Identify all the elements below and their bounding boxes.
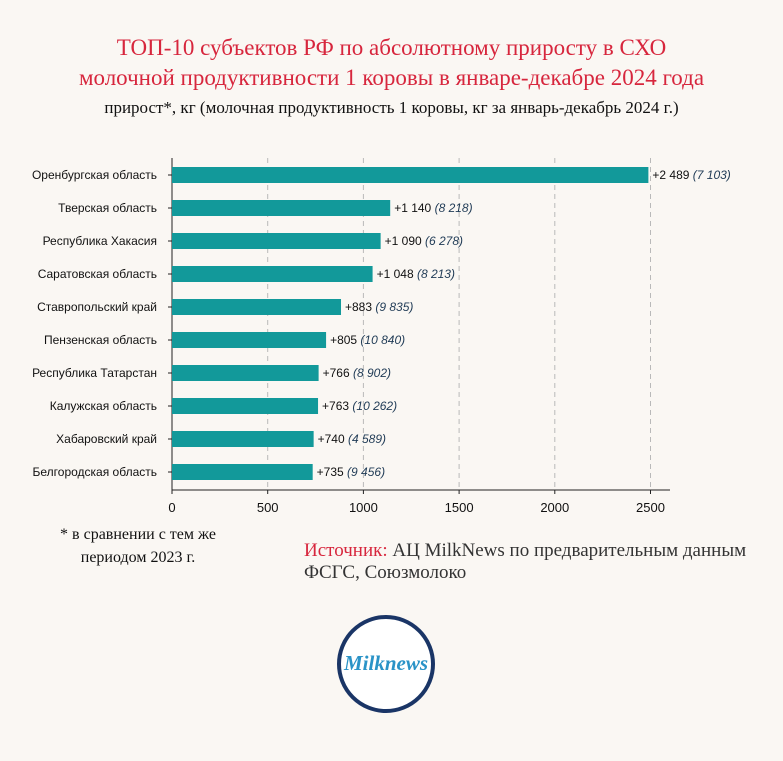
value-label-main: +883 bbox=[345, 300, 372, 314]
value-label-main: +2 489 bbox=[652, 168, 689, 182]
value-label: +805 (10 840) bbox=[330, 333, 405, 347]
value-label-secondary: (10 262) bbox=[349, 399, 397, 413]
value-label-secondary: (8 218) bbox=[431, 201, 472, 215]
value-label-main: +763 bbox=[322, 399, 349, 413]
bar bbox=[172, 332, 327, 348]
category-label: Республика Хакасия bbox=[43, 234, 157, 248]
value-label: +2 489 (7 103) bbox=[652, 168, 730, 182]
milknews-logo: Milknews bbox=[337, 615, 435, 713]
value-label-secondary: (6 278) bbox=[422, 234, 463, 248]
value-label-secondary: (8 902) bbox=[350, 366, 391, 380]
logo-text: Milknews bbox=[343, 651, 429, 675]
value-label: +1 048 (8 213) bbox=[377, 267, 455, 281]
x-tick-label: 500 bbox=[257, 500, 279, 515]
bar bbox=[172, 365, 319, 381]
value-label-secondary: (10 840) bbox=[357, 333, 405, 347]
category-label: Белгородская область bbox=[33, 465, 157, 479]
x-tick-label: 1000 bbox=[349, 500, 378, 515]
category-label: Калужская область bbox=[50, 399, 157, 413]
chart-subtitle: прирост*, кг (молочная продуктивность 1 … bbox=[104, 98, 679, 117]
value-label-main: +805 bbox=[330, 333, 357, 347]
value-label-main: +766 bbox=[323, 366, 350, 380]
value-label-secondary: (9 456) bbox=[344, 465, 385, 479]
x-tick-label: 2000 bbox=[540, 500, 569, 515]
value-label: +740 (4 589) bbox=[318, 432, 386, 446]
category-label: Ставропольский край bbox=[37, 300, 157, 314]
value-label-main: +740 bbox=[318, 432, 345, 446]
value-label: +1 090 (6 278) bbox=[385, 234, 463, 248]
value-label-main: +735 bbox=[317, 465, 344, 479]
category-label: Пензенская область bbox=[44, 333, 157, 347]
bar bbox=[172, 167, 649, 183]
source-label: Источник: bbox=[304, 540, 388, 561]
category-label: Оренбургская область bbox=[32, 168, 157, 182]
value-label-main: +1 048 bbox=[377, 267, 414, 281]
value-label: +763 (10 262) bbox=[322, 399, 397, 413]
bar bbox=[172, 299, 342, 315]
bar bbox=[172, 200, 391, 216]
source-text: АЦ MilkNews по предварительным данным ФС… bbox=[304, 540, 747, 583]
value-label-secondary: (4 589) bbox=[345, 432, 386, 446]
bar bbox=[172, 266, 373, 282]
x-tick-label: 1500 bbox=[445, 500, 474, 515]
footnote: * в сравнении с тем же периодом 2023 г. bbox=[60, 526, 216, 566]
value-label: +766 (8 902) bbox=[323, 366, 391, 380]
bar bbox=[172, 464, 313, 480]
bar-chart: 0 500 1000 1500 2000 2500 Оренбургская область… bbox=[32, 158, 731, 515]
bar bbox=[172, 398, 319, 414]
category-label: Республика Татарстан bbox=[32, 366, 157, 380]
value-label: +1 140 (8 218) bbox=[394, 201, 472, 215]
value-label-main: +1 140 bbox=[394, 201, 431, 215]
x-tick-label: 0 bbox=[168, 500, 175, 515]
x-tick-label: 2500 bbox=[636, 500, 665, 515]
value-label-main: +1 090 bbox=[385, 234, 422, 248]
value-label-secondary: (7 103) bbox=[689, 168, 730, 182]
chart-title-line-1: ТОП-10 субъектов РФ по абсолютному приро… bbox=[116, 35, 667, 60]
value-label-secondary: (8 213) bbox=[414, 267, 455, 281]
category-label: Хабаровский край bbox=[56, 432, 157, 446]
value-label: +883 (9 835) bbox=[345, 300, 413, 314]
value-label-secondary: (9 835) bbox=[372, 300, 413, 314]
bar bbox=[172, 233, 381, 249]
category-label: Тверская область bbox=[58, 201, 157, 215]
chart-title-line-2: молочной продуктивности 1 коровы в январ… bbox=[78, 65, 705, 90]
value-label: +735 (9 456) bbox=[317, 465, 385, 479]
source-note: Источник: АЦ MilkNews по предварительным… bbox=[304, 540, 774, 584]
bar bbox=[172, 431, 314, 447]
category-label: Саратовская область bbox=[38, 267, 157, 281]
